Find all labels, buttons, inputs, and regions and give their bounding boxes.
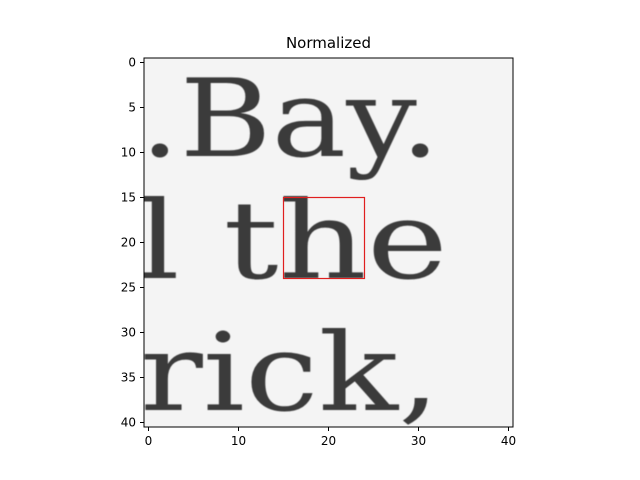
y-tick-label: 15 bbox=[121, 191, 136, 205]
y-tick-label: 10 bbox=[121, 146, 136, 160]
figure-title: Normalized bbox=[285, 34, 372, 52]
text-line-2: l the bbox=[136, 179, 448, 304]
text-line-3: rick, bbox=[140, 311, 440, 436]
text-line-1: .Bay. bbox=[140, 57, 440, 182]
y-tick-label: 25 bbox=[121, 281, 136, 295]
scanned-text-image: .Bay. l the rick, bbox=[136, 57, 448, 436]
y-tick-label: 5 bbox=[128, 101, 136, 115]
x-axis: 0 10 20 30 40 bbox=[145, 427, 516, 448]
x-tick-label: 30 bbox=[411, 434, 426, 448]
x-tick-label: 0 bbox=[145, 434, 153, 448]
highlight-box bbox=[282, 196, 366, 280]
y-tick-label: 0 bbox=[128, 56, 136, 70]
y-axis: 0 5 10 15 20 25 30 35 40 bbox=[121, 56, 144, 430]
x-tick-label: 20 bbox=[321, 434, 336, 448]
x-tick-label: 10 bbox=[231, 434, 246, 448]
y-tick-label: 20 bbox=[121, 236, 136, 250]
image-background bbox=[144, 58, 513, 427]
y-tick-label: 40 bbox=[121, 416, 136, 430]
y-tick-label: 30 bbox=[121, 326, 136, 340]
y-tick-label: 35 bbox=[121, 371, 136, 385]
x-tick-label: 40 bbox=[501, 434, 516, 448]
